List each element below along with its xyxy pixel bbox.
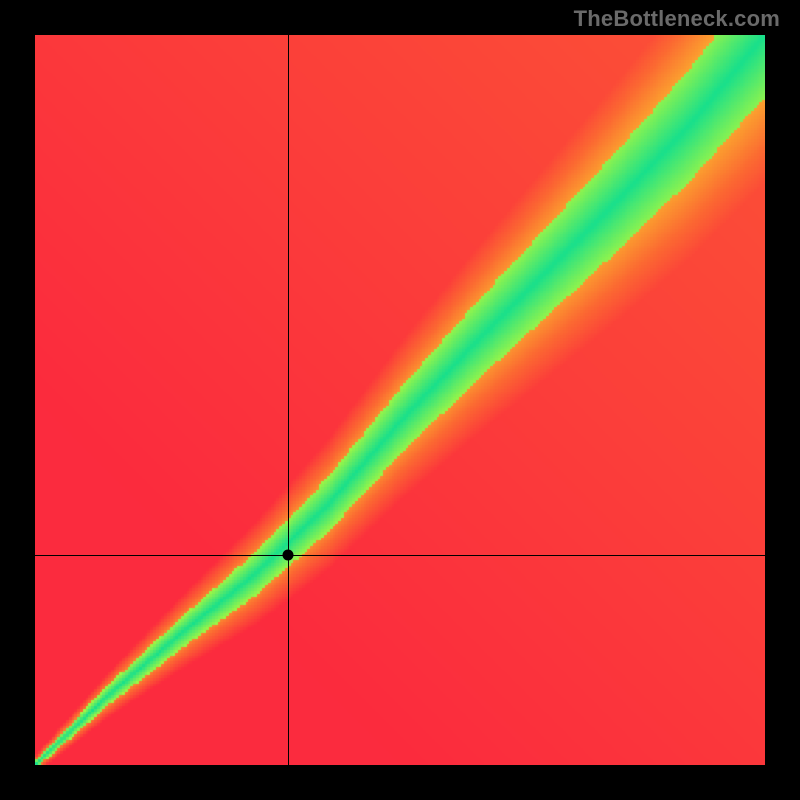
crosshair-marker: [282, 549, 293, 560]
crosshair-vertical: [288, 35, 289, 765]
crosshair-horizontal: [35, 555, 765, 556]
watermark-text: TheBottleneck.com: [574, 6, 780, 32]
heatmap-canvas: [35, 35, 765, 765]
heatmap-plot: [35, 35, 765, 765]
